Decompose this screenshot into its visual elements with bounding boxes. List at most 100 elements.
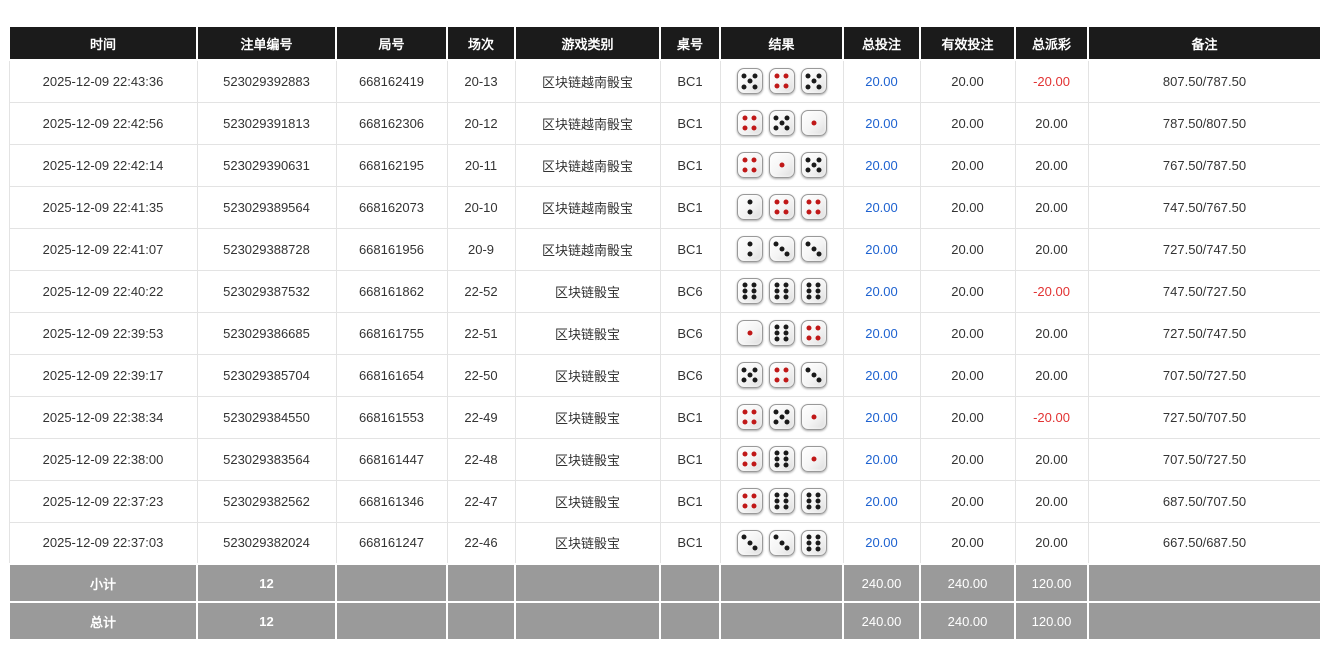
column-header-table_no: 桌号 xyxy=(659,25,721,61)
cell-result xyxy=(719,479,844,523)
summary-empty-round xyxy=(335,601,448,641)
cell-round: 668162195 xyxy=(335,143,448,187)
cell-total-bet: 20.00 xyxy=(842,437,921,481)
cell-time: 2025-12-09 22:37:23 xyxy=(8,479,198,523)
cell-payout: 20.00 xyxy=(1014,311,1089,355)
cell-game: 区块链骰宝 xyxy=(514,479,661,523)
cell-result xyxy=(719,437,844,481)
cell-table-no: BC1 xyxy=(659,521,721,565)
cell-valid-bet: 20.00 xyxy=(919,143,1016,187)
cell-round: 668161346 xyxy=(335,479,448,523)
summary-empty-session xyxy=(446,563,516,603)
table-row: 2025-12-09 22:37:23 523029382562 668161346… xyxy=(8,479,1320,523)
cell-session: 22-46 xyxy=(446,521,516,565)
cell-valid-bet: 20.00 xyxy=(919,521,1016,565)
cell-bet-id: 523029390631 xyxy=(196,143,337,187)
summary-empty-table-no xyxy=(659,601,721,641)
die-1-icon xyxy=(800,446,827,472)
cell-remark: 707.50/727.50 xyxy=(1087,353,1320,397)
summary-empty-result xyxy=(719,601,844,641)
cell-table-no: BC6 xyxy=(659,353,721,397)
summary-count: 12 xyxy=(196,601,337,641)
cell-table-no: BC1 xyxy=(659,59,721,103)
die-4-icon xyxy=(736,110,763,136)
cell-result xyxy=(719,353,844,397)
cell-result xyxy=(719,101,844,145)
cell-round: 668161247 xyxy=(335,521,448,565)
cell-session: 20-12 xyxy=(446,101,516,145)
cell-total-bet: 20.00 xyxy=(842,311,921,355)
column-header-session: 场次 xyxy=(446,25,516,61)
cell-bet-id: 523029383564 xyxy=(196,437,337,481)
cell-payout: 20.00 xyxy=(1014,437,1089,481)
die-1-icon xyxy=(800,404,827,430)
column-header-round: 局号 xyxy=(335,25,448,61)
cell-valid-bet: 20.00 xyxy=(919,269,1016,313)
cell-valid-bet: 20.00 xyxy=(919,395,1016,439)
cell-table-no: BC1 xyxy=(659,395,721,439)
cell-round: 668161447 xyxy=(335,437,448,481)
cell-time: 2025-12-09 22:42:14 xyxy=(8,143,198,187)
die-2-icon xyxy=(736,194,763,220)
die-6-icon xyxy=(768,488,795,514)
cell-result xyxy=(719,227,844,271)
summary-total-bet: 240.00 xyxy=(842,601,921,641)
cell-valid-bet: 20.00 xyxy=(919,59,1016,103)
die-1-icon xyxy=(768,152,795,178)
die-6-icon xyxy=(800,278,827,304)
cell-total-bet: 20.00 xyxy=(842,521,921,565)
cell-round: 668161654 xyxy=(335,353,448,397)
cell-bet-id: 523029391813 xyxy=(196,101,337,145)
table-row: 2025-12-09 22:39:53 523029386685 668161755… xyxy=(8,311,1320,355)
table-row: 2025-12-09 22:38:34 523029384550 668161553… xyxy=(8,395,1320,439)
bet-record-table: 时间 注单编号 局号 场次 游戏类别 桌号 结果 总投注 有效投注 总派彩 备注 2025-12-0… xyxy=(8,25,1320,641)
cell-time: 2025-12-09 22:37:03 xyxy=(8,521,198,565)
cell-valid-bet: 20.00 xyxy=(919,353,1016,397)
cell-table-no: BC1 xyxy=(659,143,721,187)
summary-empty-session xyxy=(446,601,516,641)
cell-result xyxy=(719,311,844,355)
cell-session: 22-52 xyxy=(446,269,516,313)
summary-valid-bet: 240.00 xyxy=(919,601,1016,641)
die-5-icon xyxy=(768,110,795,136)
cell-payout: 20.00 xyxy=(1014,521,1089,565)
table-row: 2025-12-09 22:37:03 523029382024 668161247… xyxy=(8,521,1320,565)
cell-round: 668162306 xyxy=(335,101,448,145)
cell-table-no: BC1 xyxy=(659,101,721,145)
die-4-icon xyxy=(800,194,827,220)
cell-total-bet: 20.00 xyxy=(842,479,921,523)
table-row: 2025-12-09 22:41:35 523029389564 668162073… xyxy=(8,185,1320,229)
cell-remark: 787.50/807.50 xyxy=(1087,101,1320,145)
cell-payout: -20.00 xyxy=(1014,269,1089,313)
header-row: 时间 注单编号 局号 场次 游戏类别 桌号 结果 总投注 有效投注 总派彩 备注 xyxy=(8,25,1320,61)
cell-bet-id: 523029388728 xyxy=(196,227,337,271)
cell-total-bet: 20.00 xyxy=(842,59,921,103)
cell-remark: 687.50/707.50 xyxy=(1087,479,1320,523)
cell-round: 668161553 xyxy=(335,395,448,439)
cell-round: 668161956 xyxy=(335,227,448,271)
cell-table-no: BC1 xyxy=(659,437,721,481)
die-4-icon xyxy=(800,320,827,346)
column-header-valid_bet: 有效投注 xyxy=(919,25,1016,61)
cell-game: 区块链骰宝 xyxy=(514,437,661,481)
cell-session: 20-9 xyxy=(446,227,516,271)
die-1-icon xyxy=(736,320,763,346)
cell-round: 668162419 xyxy=(335,59,448,103)
summary-payout: 120.00 xyxy=(1014,563,1089,603)
bet-record-report: 时间 注单编号 局号 场次 游戏类别 桌号 结果 总投注 有效投注 总派彩 备注 2025-12-0… xyxy=(8,25,1320,641)
die-2-icon xyxy=(736,236,763,262)
summary-count: 12 xyxy=(196,563,337,603)
cell-payout: 20.00 xyxy=(1014,101,1089,145)
cell-session: 20-10 xyxy=(446,185,516,229)
table-body: 2025-12-09 22:43:36 523029392883 668162419… xyxy=(8,59,1320,565)
summary-empty-game xyxy=(514,601,661,641)
cell-table-no: BC1 xyxy=(659,185,721,229)
summary-empty-table-no xyxy=(659,563,721,603)
cell-table-no: BC6 xyxy=(659,311,721,355)
cell-game: 区块链骰宝 xyxy=(514,269,661,313)
die-5-icon xyxy=(736,362,763,388)
cell-valid-bet: 20.00 xyxy=(919,185,1016,229)
cell-time: 2025-12-09 22:39:17 xyxy=(8,353,198,397)
column-header-game: 游戏类别 xyxy=(514,25,661,61)
die-6-icon xyxy=(800,529,827,556)
